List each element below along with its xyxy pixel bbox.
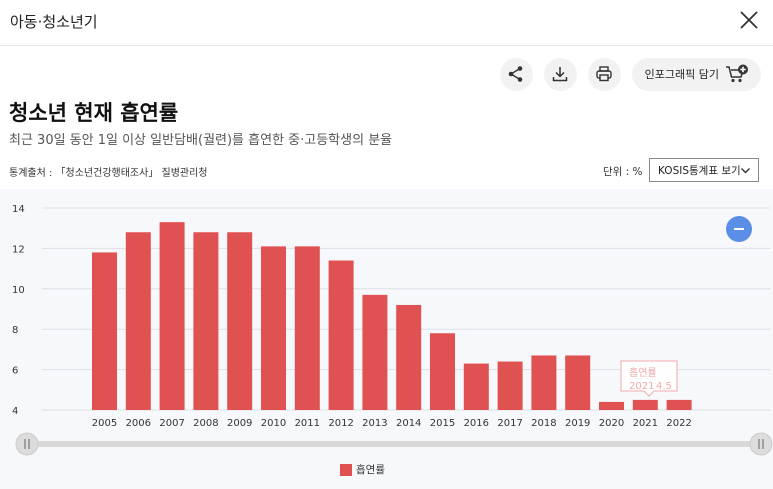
chart-legend[interactable]: 흡연률 bbox=[340, 462, 385, 477]
tooltip-series: 흡연률 bbox=[629, 366, 657, 379]
page-subtitle: 최근 30일 동안 1일 이상 일반담배(궐련)를 흡연한 중·고등학생의 분율 bbox=[9, 133, 393, 148]
x-tick-label: 2013 bbox=[362, 418, 387, 429]
x-tick-label: 2015 bbox=[430, 418, 455, 429]
y-tick-label: 14 bbox=[12, 204, 25, 215]
bar-2005[interactable] bbox=[92, 252, 117, 410]
x-tick-label: 2007 bbox=[159, 418, 184, 429]
x-tick-label: 2022 bbox=[666, 418, 691, 429]
x-tick-label: 2010 bbox=[261, 418, 286, 429]
x-tick-label: 2016 bbox=[464, 418, 489, 429]
add-infographic-label: 인포그래픽 담기 bbox=[644, 68, 719, 81]
unit-label: 단위 : % bbox=[603, 166, 643, 178]
slider-grip-left-icon bbox=[24, 439, 30, 449]
bar-2015[interactable] bbox=[430, 333, 455, 410]
page-title: 청소년 현재 흡연률 bbox=[9, 101, 179, 125]
y-tick-label: 10 bbox=[12, 285, 25, 296]
range-slider[interactable] bbox=[15, 432, 773, 456]
bar-2009[interactable] bbox=[227, 232, 253, 410]
add-infographic-button[interactable]: 인포그래픽 담기 bbox=[631, 57, 761, 91]
download-icon bbox=[552, 67, 568, 82]
header-bar: 아동·청소년기 bbox=[0, 0, 773, 46]
x-tick-label: 2009 bbox=[227, 418, 252, 429]
x-tick-label: 2006 bbox=[126, 418, 151, 429]
download-button[interactable] bbox=[543, 57, 577, 91]
bar-2017[interactable] bbox=[497, 361, 523, 410]
data-source: 통계출처 : 「청소년건강행태조사」 질병관리청 bbox=[9, 168, 208, 179]
bar-2011[interactable] bbox=[294, 246, 320, 410]
x-tick-label: 2019 bbox=[565, 418, 590, 429]
slider-grip-right-icon bbox=[758, 439, 764, 449]
toolbar: 인포그래픽 담기 bbox=[499, 57, 761, 91]
x-tick-label: 2021 bbox=[633, 418, 658, 429]
share-button[interactable] bbox=[499, 57, 533, 91]
bar-2013[interactable] bbox=[362, 294, 388, 410]
bar-2014[interactable] bbox=[396, 304, 422, 410]
bar-2018[interactable] bbox=[531, 355, 557, 410]
bar-chart: 4 6 8 10 12 14 2005 2006 2007 2008 2009 2010 2011 20… bbox=[12, 204, 773, 456]
slider-handle-right[interactable] bbox=[749, 432, 773, 456]
bar-2010[interactable] bbox=[261, 246, 286, 410]
print-button[interactable] bbox=[587, 57, 621, 91]
bar-2012[interactable] bbox=[328, 260, 354, 410]
x-tick-label: 2018 bbox=[531, 418, 556, 429]
x-tick-label: 2005 bbox=[92, 418, 117, 429]
chart-tooltip: 흡연률 2021 4.5 bbox=[620, 360, 678, 397]
tooltip-year: 2021 bbox=[629, 381, 654, 392]
bar-2016[interactable] bbox=[463, 363, 489, 410]
bar-2021[interactable] bbox=[632, 399, 658, 410]
legend-label: 흡연률 bbox=[356, 464, 385, 476]
y-tick-label: 12 bbox=[12, 244, 25, 255]
x-tick-label: 2012 bbox=[328, 418, 353, 429]
y-tick-label: 8 bbox=[12, 325, 18, 336]
x-tick-label: 2020 bbox=[599, 418, 624, 429]
tooltip-value: 4.5 bbox=[656, 381, 672, 392]
bar-2007[interactable] bbox=[159, 222, 185, 410]
chevron-down-icon bbox=[741, 168, 750, 174]
legend-swatch bbox=[340, 463, 352, 476]
bar-2019[interactable] bbox=[565, 355, 591, 410]
print-icon bbox=[596, 66, 612, 82]
zoom-out-button[interactable] bbox=[726, 216, 752, 242]
close-icon[interactable] bbox=[739, 10, 759, 30]
bar-2006[interactable] bbox=[125, 232, 151, 410]
kosis-table-button[interactable]: KOSIS통계표 보기 bbox=[649, 158, 759, 182]
bar-2022[interactable] bbox=[666, 399, 692, 410]
kosis-button-label: KOSIS통계표 보기 bbox=[658, 164, 741, 177]
x-tick-label: 2011 bbox=[295, 418, 320, 429]
bar-2008[interactable] bbox=[193, 232, 219, 410]
bar-2020[interactable] bbox=[599, 401, 624, 410]
x-tick-label: 2017 bbox=[497, 418, 522, 429]
x-tick-label: 2008 bbox=[193, 418, 218, 429]
y-tick-label: 6 bbox=[12, 366, 18, 377]
x-tick-label: 2014 bbox=[396, 418, 421, 429]
slider-handle-left[interactable] bbox=[15, 432, 39, 456]
cart-add-icon bbox=[726, 64, 748, 83]
y-tick-label: 4 bbox=[12, 406, 18, 417]
share-icon bbox=[508, 66, 523, 82]
header-title: 아동·청소년기 bbox=[10, 13, 98, 31]
slider-track[interactable] bbox=[27, 441, 761, 447]
